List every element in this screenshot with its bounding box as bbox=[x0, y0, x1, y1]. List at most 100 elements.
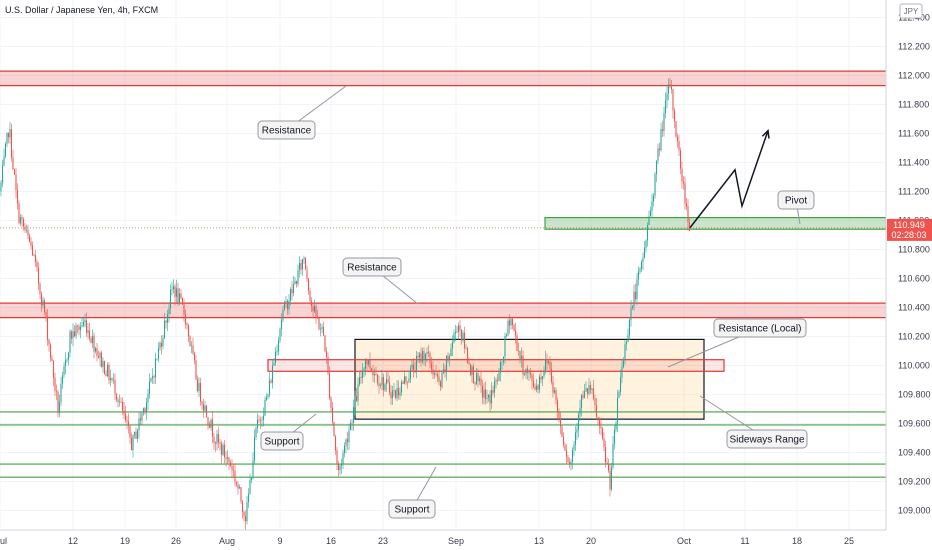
candle-body bbox=[57, 391, 59, 413]
callout-resistance-local-box[interactable] bbox=[713, 318, 807, 338]
candle-body bbox=[475, 373, 478, 385]
candle-body bbox=[606, 462, 608, 465]
callout-sideways-range-box[interactable] bbox=[726, 429, 808, 449]
candle-body bbox=[397, 388, 400, 396]
candle-body bbox=[634, 291, 637, 300]
candle-body bbox=[331, 407, 334, 422]
candle-body bbox=[312, 306, 314, 312]
candle-body bbox=[333, 421, 335, 437]
candle-body bbox=[276, 351, 278, 353]
candle-body bbox=[58, 401, 61, 413]
candle-body bbox=[454, 331, 457, 334]
candle-body bbox=[378, 383, 380, 386]
callout-resistance-mid-box[interactable] bbox=[342, 257, 402, 277]
candle-body bbox=[72, 331, 74, 339]
pivot-zone[interactable] bbox=[544, 217, 887, 230]
candle-layer bbox=[0, 77, 691, 530]
candle-body bbox=[142, 408, 145, 414]
candle-body bbox=[579, 407, 581, 415]
x-tick-label: 23 bbox=[378, 536, 388, 546]
candle-body bbox=[100, 352, 103, 367]
candle-body bbox=[429, 352, 431, 364]
candle-body bbox=[177, 288, 179, 304]
candle-body bbox=[97, 356, 100, 358]
candle-body bbox=[292, 284, 295, 294]
candle-body bbox=[223, 444, 226, 458]
candle-body bbox=[7, 132, 10, 138]
candle-body bbox=[198, 382, 200, 392]
y-tick-label: 110.600 bbox=[898, 274, 930, 284]
time-axis-bg[interactable] bbox=[0, 530, 932, 550]
candle-body bbox=[172, 286, 175, 290]
candle-body bbox=[532, 380, 535, 388]
candle-body bbox=[106, 364, 109, 376]
candle-body bbox=[255, 428, 257, 438]
callout-pivot-box[interactable] bbox=[777, 190, 815, 210]
candle-body bbox=[235, 481, 238, 485]
candle-body bbox=[400, 382, 403, 393]
resistance-zone-upper-fill[interactable] bbox=[0, 71, 886, 86]
candle-body bbox=[529, 372, 532, 375]
candle-body bbox=[16, 190, 19, 204]
resistance-zone-mid-fill[interactable] bbox=[0, 303, 886, 318]
candle-body bbox=[148, 381, 151, 395]
candle-body bbox=[15, 174, 17, 191]
candle-body bbox=[442, 369, 445, 373]
x-tick-label: Sep bbox=[448, 536, 464, 546]
candle-body bbox=[531, 374, 533, 381]
x-tick-label: 20 bbox=[586, 536, 596, 546]
candle-body bbox=[507, 320, 509, 335]
candle-body bbox=[543, 370, 545, 377]
time-axis[interactable]: ul 12 19 26 Aug 9 16 23 Sep 13 20 Oct 11 18 25 bbox=[0, 536, 854, 546]
candle-body bbox=[514, 330, 517, 336]
projection-path[interactable] bbox=[689, 130, 769, 229]
candle-body bbox=[271, 365, 274, 383]
candle-body bbox=[334, 436, 337, 451]
candle-body bbox=[544, 359, 547, 371]
candle-body bbox=[432, 369, 434, 375]
candle-body bbox=[357, 384, 359, 401]
currency-button[interactable] bbox=[899, 3, 923, 19]
candle-body bbox=[216, 433, 218, 444]
candle-body bbox=[631, 306, 634, 309]
callout-resistance-upper-box[interactable] bbox=[257, 120, 316, 140]
candle-body bbox=[112, 379, 115, 381]
candle-body bbox=[516, 335, 518, 351]
candle-body bbox=[439, 381, 442, 387]
x-tick-label: 16 bbox=[326, 536, 336, 546]
candle-body bbox=[67, 352, 70, 360]
candle-body bbox=[145, 402, 148, 412]
candle-body bbox=[12, 157, 14, 170]
overlay-layer bbox=[689, 128, 770, 229]
candle-body bbox=[238, 487, 241, 489]
chart-title: U.S. Dollar / Japanese Yen, 4h, FXCM bbox=[5, 5, 158, 15]
candle-body bbox=[151, 376, 154, 379]
candle-body bbox=[171, 289, 173, 290]
candle-body bbox=[648, 216, 650, 225]
candle-body bbox=[409, 368, 412, 379]
local-resistance-zone[interactable] bbox=[267, 359, 725, 372]
price-axis-bg[interactable] bbox=[886, 0, 932, 530]
candle-body bbox=[327, 357, 329, 374]
candle-body bbox=[388, 382, 391, 393]
candle-body bbox=[669, 84, 671, 86]
candle-body bbox=[367, 360, 370, 365]
candle-body bbox=[180, 293, 182, 298]
candle-body bbox=[498, 372, 500, 381]
candle-body bbox=[310, 300, 313, 307]
x-tick-label: ul bbox=[0, 536, 7, 546]
candle-body bbox=[295, 280, 298, 284]
candle-body bbox=[649, 210, 652, 217]
callout-support-upper-box[interactable] bbox=[260, 431, 304, 451]
candle-body bbox=[273, 362, 275, 366]
candle-body bbox=[324, 335, 326, 352]
sideways-range-box[interactable] bbox=[354, 338, 705, 420]
candle-body bbox=[670, 85, 673, 90]
callout-support-lower-box[interactable] bbox=[388, 499, 436, 519]
candle-body bbox=[502, 356, 505, 362]
candle-body bbox=[79, 326, 82, 331]
candle-body bbox=[136, 430, 139, 439]
candle-body bbox=[307, 278, 310, 291]
zone-layer bbox=[0, 70, 887, 478]
